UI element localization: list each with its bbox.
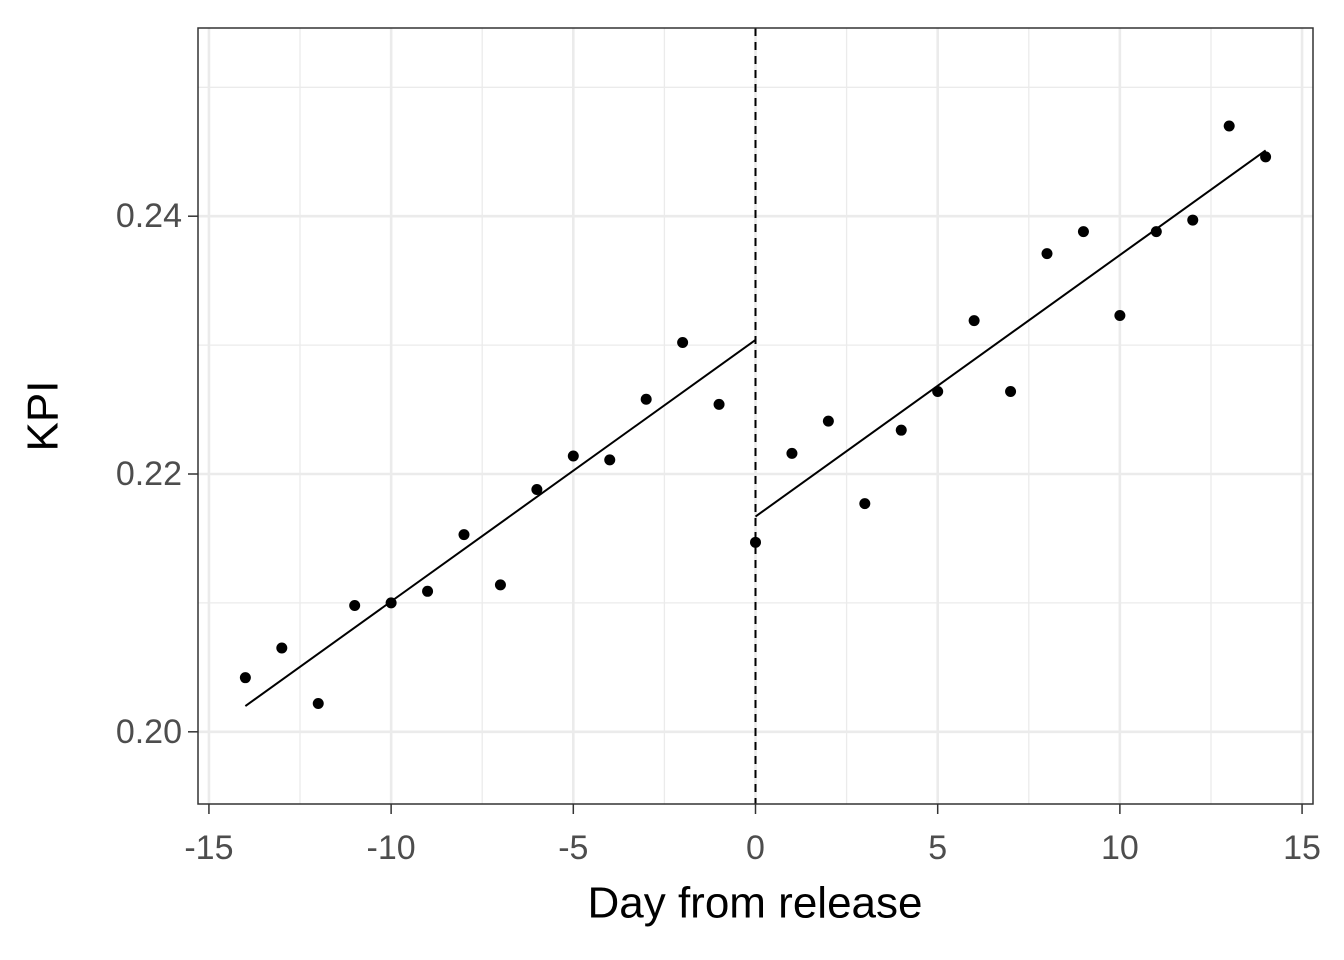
y-tick-label: 0.24	[116, 197, 182, 235]
x-tick-label: 0	[746, 829, 765, 867]
point	[1150, 226, 1162, 238]
point	[385, 597, 397, 609]
point	[276, 642, 288, 654]
y-axis-title: KPI	[19, 381, 68, 452]
point	[604, 454, 616, 466]
point	[531, 483, 543, 495]
point	[677, 337, 689, 349]
point	[713, 398, 725, 410]
point	[349, 599, 361, 611]
point	[895, 424, 907, 436]
point	[239, 672, 251, 684]
x-tick-label: -10	[367, 829, 416, 867]
x-tick-label: -5	[558, 829, 588, 867]
x-axis-title: Day from release	[587, 879, 922, 928]
point	[458, 529, 470, 541]
fit-line	[244, 339, 757, 707]
point	[1041, 248, 1053, 260]
point	[1077, 226, 1089, 238]
x-tick-label: 10	[1101, 829, 1139, 867]
point	[1187, 214, 1199, 226]
x-tick-label: 5	[928, 829, 947, 867]
point	[750, 536, 761, 548]
y-tick-label: 0.20	[116, 713, 182, 751]
point	[1114, 309, 1126, 321]
point	[312, 697, 324, 709]
fit-line	[754, 149, 1267, 518]
point	[968, 315, 980, 327]
marks	[239, 28, 1272, 804]
point	[494, 579, 506, 591]
point	[422, 585, 434, 597]
point	[1223, 120, 1235, 132]
x-tick-label: 15	[1283, 829, 1321, 867]
x-tick-label: -15	[184, 829, 233, 867]
point	[822, 415, 834, 427]
point	[640, 393, 652, 405]
point	[567, 450, 579, 462]
y-tick-label: 0.22	[116, 455, 182, 493]
point	[932, 386, 944, 398]
point	[1260, 151, 1272, 163]
point	[859, 498, 871, 510]
point	[1005, 386, 1017, 398]
point	[786, 447, 798, 459]
